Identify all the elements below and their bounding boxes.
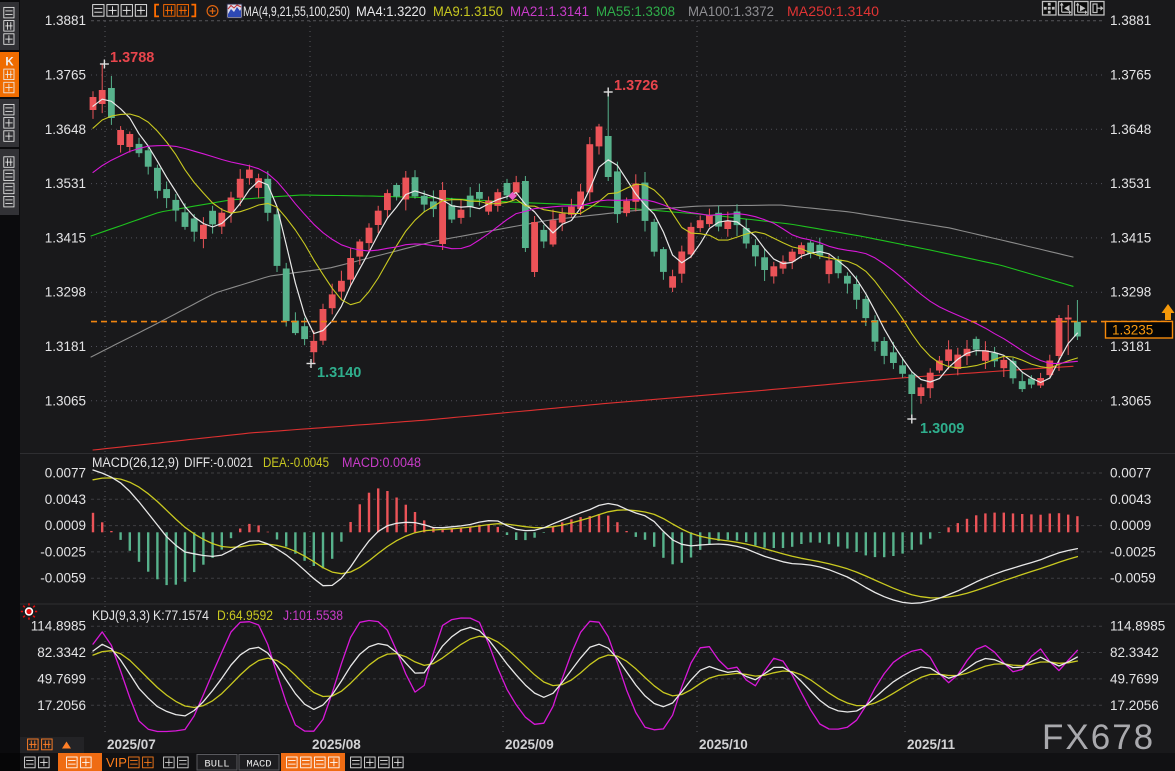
svg-text:FX678: FX678 (1042, 718, 1155, 757)
svg-text:2025/11: 2025/11 (907, 737, 956, 752)
svg-text:1.3298: 1.3298 (1110, 285, 1151, 300)
svg-text:BULL: BULL (204, 759, 229, 771)
svg-text:114.8985: 114.8985 (1110, 619, 1165, 634)
svg-text:1.3765: 1.3765 (1110, 68, 1151, 83)
svg-text:1.3235: 1.3235 (1112, 323, 1153, 338)
svg-text:-0.0025: -0.0025 (1110, 544, 1156, 559)
svg-text:1.3415: 1.3415 (1110, 230, 1151, 245)
svg-text:MACD: MACD (246, 759, 271, 771)
svg-text:2025/10: 2025/10 (699, 737, 748, 752)
svg-text:0.0077: 0.0077 (45, 466, 86, 481)
svg-text:114.8985: 114.8985 (31, 619, 86, 634)
svg-text:1.3181: 1.3181 (45, 339, 86, 354)
svg-text:1.3726: 1.3726 (614, 78, 658, 94)
svg-text:1.3065: 1.3065 (1110, 393, 1151, 408)
svg-text:-0.0059: -0.0059 (1110, 571, 1156, 586)
svg-text:1.3765: 1.3765 (45, 68, 86, 83)
svg-text:2025/09: 2025/09 (505, 737, 554, 752)
svg-text:1.3065: 1.3065 (45, 393, 86, 408)
svg-text:1.3531: 1.3531 (1110, 176, 1151, 191)
svg-text:DIFF:-0.0021: DIFF:-0.0021 (184, 455, 253, 470)
svg-text:49.7699: 49.7699 (37, 671, 86, 686)
svg-text:-0.0059: -0.0059 (40, 571, 86, 586)
svg-text:MA100:1.3372: MA100:1.3372 (688, 4, 774, 19)
svg-text:MA(4,9,21,55,100,250): MA(4,9,21,55,100,250) (243, 4, 350, 19)
svg-text:MA55:1.3308: MA55:1.3308 (596, 4, 675, 19)
svg-text:1.3881: 1.3881 (1110, 13, 1151, 28)
svg-text:0.0043: 0.0043 (1110, 492, 1151, 507)
svg-text:1.3298: 1.3298 (45, 285, 86, 300)
svg-text:K: K (5, 56, 14, 68)
svg-text:MA21:1.3141: MA21:1.3141 (510, 4, 589, 19)
svg-text:1.3140: 1.3140 (317, 365, 361, 381)
svg-text:1.3648: 1.3648 (1110, 122, 1151, 137)
svg-text:2025/07: 2025/07 (107, 737, 156, 752)
svg-text:1.3881: 1.3881 (45, 13, 86, 28)
svg-text:0.0009: 0.0009 (45, 518, 86, 533)
svg-text:0.0077: 0.0077 (1110, 466, 1151, 481)
svg-text:17.2056: 17.2056 (37, 698, 86, 713)
svg-text:J:101.5538: J:101.5538 (283, 608, 343, 623)
svg-text:1.3009: 1.3009 (920, 421, 964, 437)
svg-text:KDJ(9,3,3): KDJ(9,3,3) (92, 608, 150, 623)
svg-text:D:64.9592: D:64.9592 (217, 608, 273, 623)
svg-text:2025/08: 2025/08 (312, 737, 361, 752)
svg-text:0.0043: 0.0043 (45, 492, 86, 507)
svg-text:VIP: VIP (106, 755, 127, 770)
svg-text:MA9:1.3150: MA9:1.3150 (433, 4, 503, 19)
svg-text:1.3648: 1.3648 (45, 122, 86, 137)
svg-text:1.3415: 1.3415 (45, 230, 86, 245)
svg-text:MACD(26,12,9): MACD(26,12,9) (92, 455, 179, 470)
svg-text:MA250:1.3140: MA250:1.3140 (787, 4, 879, 19)
svg-text:1.3181: 1.3181 (1110, 339, 1151, 354)
svg-text:82.3342: 82.3342 (37, 645, 86, 660)
svg-text:DEA:-0.0045: DEA:-0.0045 (263, 455, 329, 470)
svg-text:17.2056: 17.2056 (1110, 698, 1159, 713)
svg-text:-0.0025: -0.0025 (40, 544, 86, 559)
svg-text:K:77.1574: K:77.1574 (153, 608, 209, 623)
svg-text:MA4:1.3220: MA4:1.3220 (356, 4, 426, 19)
svg-text:1.3788: 1.3788 (110, 50, 154, 66)
svg-text:1.3531: 1.3531 (45, 176, 86, 191)
svg-text:49.7699: 49.7699 (1110, 671, 1159, 686)
svg-text:0.0009: 0.0009 (1110, 518, 1151, 533)
svg-text:MACD:0.0048: MACD:0.0048 (342, 455, 421, 470)
svg-text:82.3342: 82.3342 (1110, 645, 1159, 660)
